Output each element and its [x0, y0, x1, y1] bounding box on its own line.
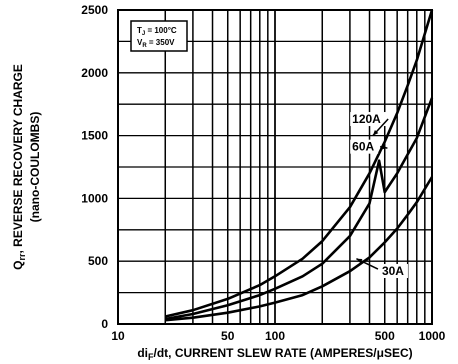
- y-tick-label: 2500: [81, 3, 108, 17]
- y-axis-title-line2: (nano-COULOMBS): [28, 112, 42, 223]
- series-line-120a: [165, 9, 434, 318]
- series-line-30a: [165, 176, 434, 322]
- series-line-60a: [165, 97, 434, 321]
- curve-label-bg: [350, 139, 379, 154]
- x-tick-label: 100: [265, 329, 285, 343]
- y-axis-title-line1: Qrr, REVERSE RECOVERY CHARGE: [11, 64, 27, 270]
- curve-label-bg: [350, 112, 387, 127]
- annotation-arrowhead: [372, 129, 379, 136]
- series-layer: [165, 9, 434, 322]
- y-tick-label: 2000: [81, 66, 108, 80]
- tj-label: TJ = 100°C: [137, 26, 177, 37]
- x-axis-title: diF/dt, CURRENT SLEW RATE (AMPERES/μSEC): [137, 346, 412, 362]
- y-tick-label: 0: [101, 317, 108, 331]
- annotation-arrowhead: [381, 144, 388, 150]
- annotation-arrowhead: [356, 258, 363, 264]
- y-axis-title: Qrr, REVERSE RECOVERY CHARGE (nano-COULO…: [11, 64, 42, 270]
- x-tick-label: 50: [221, 329, 235, 343]
- plot-frame: [117, 9, 433, 325]
- y-tick-label: 1500: [81, 129, 108, 143]
- curve-label-120a: 120A: [352, 112, 381, 126]
- annotation-layer: 120A 60A 30A: [350, 112, 408, 279]
- x-tick-label: 10: [111, 329, 125, 343]
- curve-label-30a: 30A: [382, 264, 404, 278]
- x-tick-label: 1000: [419, 329, 446, 343]
- curve-label-bg: [379, 264, 408, 279]
- y-tick-label: 500: [88, 254, 108, 268]
- vr-label: VR = 350V: [137, 38, 175, 49]
- x-tick-label: 500: [375, 329, 395, 343]
- tick-layer: 0 500 1000 1500 2000 2500 10 50 100 500 1000: [81, 3, 445, 343]
- y-tick-label: 1000: [81, 191, 108, 205]
- conditions-box: TJ = 100°C VR = 350V: [130, 20, 188, 52]
- curve-label-60a: 60A: [352, 140, 374, 154]
